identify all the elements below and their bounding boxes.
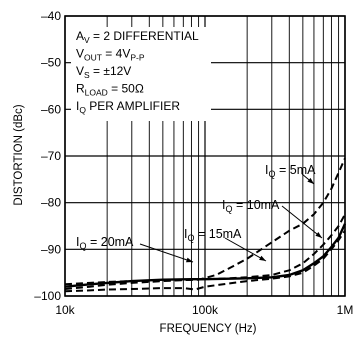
y-axis-title: DISTORTION (dBc): [13, 104, 25, 205]
series-leader-arrowhead: [307, 177, 314, 184]
series-leader-arrowhead: [315, 232, 322, 238]
test-condition: VOUT = 4VP-P: [76, 47, 145, 63]
test-condition: VS = ±12V: [76, 64, 131, 80]
series-label: IQ = 5mA: [265, 163, 316, 179]
annotations: AV = 2 DIFFERENTIAL VOUT = 4VP-PVS = ±12V…: [71, 27, 323, 263]
y-tick-label: –100: [34, 289, 61, 303]
series-leader-line: [281, 205, 323, 239]
y-tick-label: –70: [41, 149, 61, 163]
x-tick-label: 1M: [337, 303, 354, 317]
series-leader-arrowhead: [259, 255, 266, 261]
test-condition: RLOAD = 50Ω: [76, 82, 144, 98]
series-label: IQ = 15mA: [184, 227, 242, 243]
x-tick-label: 100k: [192, 303, 219, 317]
y-tick-label: –60: [41, 102, 61, 116]
series-leader-line: [139, 243, 194, 263]
series-leader-arrowhead: [186, 257, 193, 263]
series-leader-line: [224, 237, 267, 262]
y-tick-label: –50: [41, 56, 61, 70]
x-axis-title: FREQUENCY (Hz): [160, 323, 257, 335]
y-tick-label: –90: [41, 242, 61, 256]
curves: [64, 157, 347, 293]
y-tick-label: –80: [41, 196, 61, 210]
x-tick-label: 10k: [55, 303, 75, 317]
conditions-backdrop: [71, 27, 211, 121]
test-condition: IQ PER AMPLIFIER: [76, 99, 180, 115]
plot-border: [64, 15, 346, 297]
test-condition: AV = 2 DIFFERENTIAL: [76, 29, 199, 45]
series-label: IQ = 20mA: [76, 235, 134, 251]
series-line: [64, 223, 347, 288]
series-label: IQ = 10mA: [222, 198, 280, 214]
y-tick-label: –40: [41, 9, 61, 23]
plot-frame: [64, 15, 346, 297]
series-line: [64, 230, 346, 293]
